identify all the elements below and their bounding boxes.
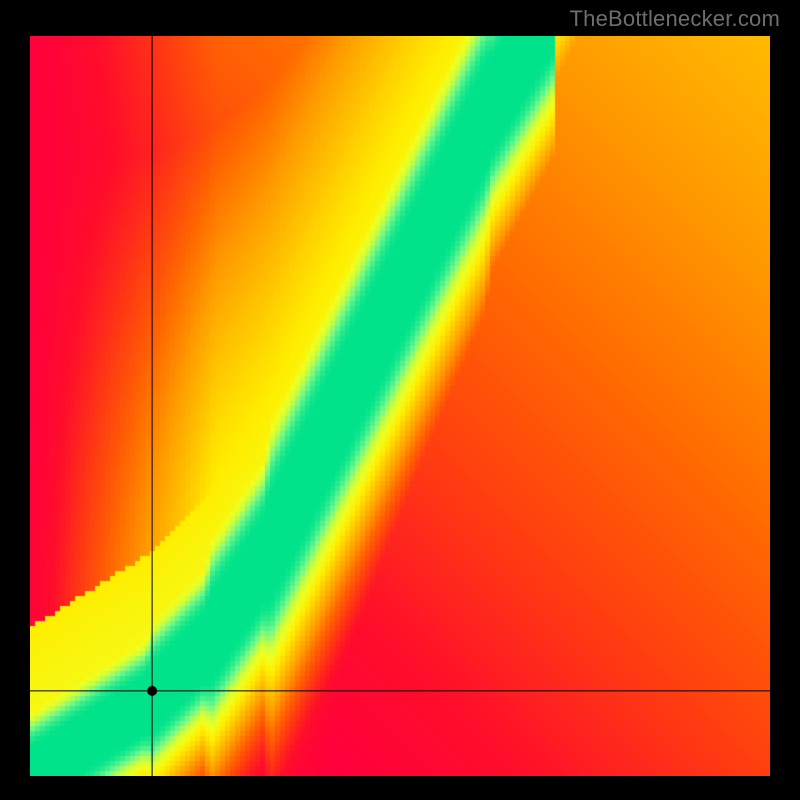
watermark-text: TheBottlenecker.com	[570, 6, 780, 32]
heatmap-canvas	[30, 36, 770, 776]
chart-container: TheBottlenecker.com	[0, 0, 800, 800]
plot-area	[30, 36, 770, 776]
